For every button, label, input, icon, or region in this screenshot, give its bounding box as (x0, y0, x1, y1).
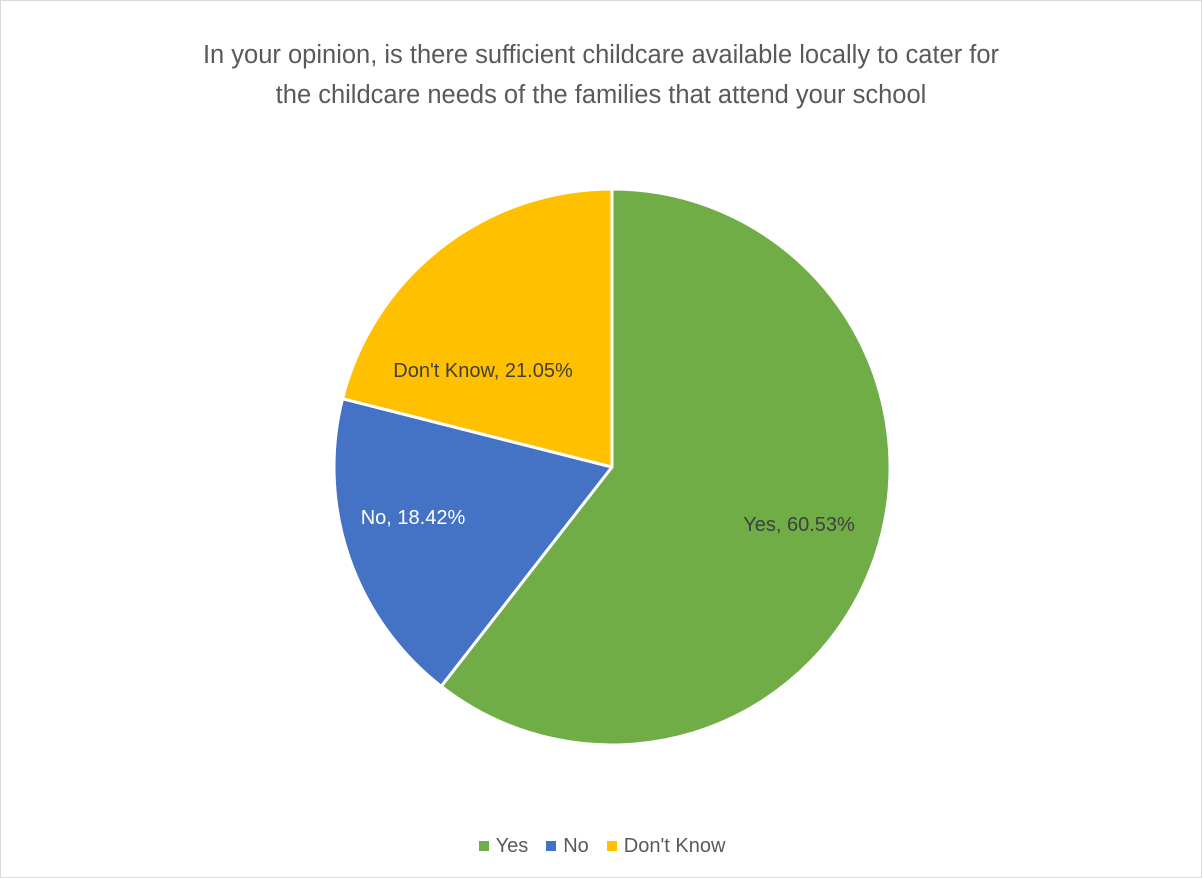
legend-label-no: No (563, 834, 589, 857)
chart-title: In your opinion, is there sufficient chi… (101, 35, 1101, 115)
legend-item-dont-know: Don't Know (606, 834, 726, 858)
legend-swatch-dont-know (606, 841, 617, 851)
legend-item-no: No (546, 835, 589, 858)
pie-slice-yes (439, 187, 892, 747)
legend-label-dont-know: Don't Know (623, 834, 726, 857)
data-label-yes: Yes, 60.53% (743, 514, 855, 536)
legend-item-yes: Yes (478, 834, 529, 858)
pie-slice-no (332, 397, 614, 688)
legend: Yes No Don't Know (1, 831, 1202, 861)
chart-title-line-2: the childcare needs of the families that… (275, 81, 927, 109)
legend-label-yes: Yes (495, 834, 529, 857)
data-label-no: No, 18.42% (361, 507, 466, 529)
legend-swatch-yes (478, 841, 489, 851)
pie-slice-don-t-know (341, 187, 614, 469)
data-label-don-t-know: Don't Know, 21.05% (393, 360, 573, 382)
legend-swatch-no (546, 841, 557, 851)
chart-title-line-1: In your opinion, is there sufficient chi… (202, 41, 1000, 69)
